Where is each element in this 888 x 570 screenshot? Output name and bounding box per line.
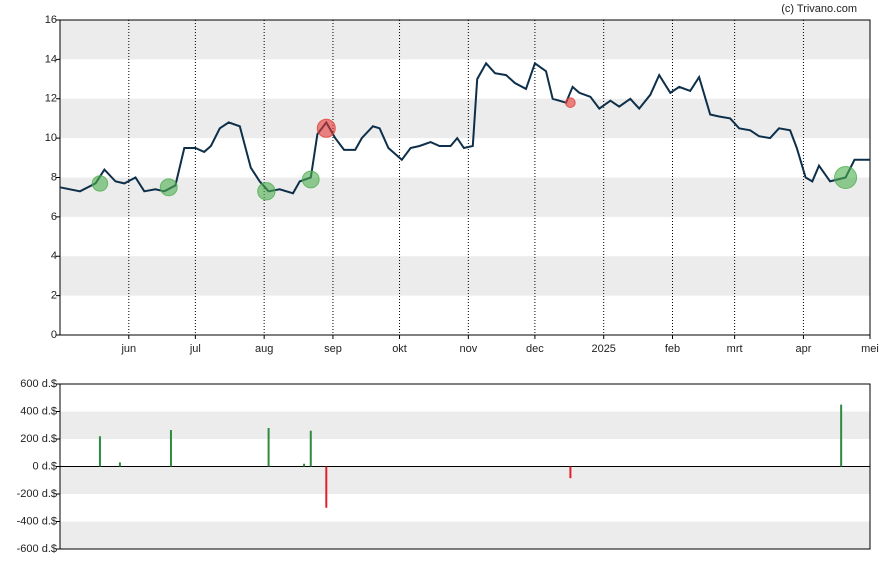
y-tick-label: 2 xyxy=(51,290,57,302)
x-tick-label: aug xyxy=(255,343,273,355)
bar xyxy=(169,430,172,467)
x-tick-label: nov xyxy=(459,343,477,355)
x-tick-label: mrt xyxy=(727,343,743,355)
grid-band xyxy=(60,521,870,549)
bar xyxy=(325,466,328,508)
bar xyxy=(309,430,312,467)
grid-band xyxy=(60,466,870,494)
y-tick-label: 4 xyxy=(51,250,57,262)
y-tick-label: -600 d.$ xyxy=(17,543,57,555)
x-tick-label: mei xyxy=(861,343,879,355)
x-tick-label: jun xyxy=(120,343,136,355)
y-tick-label: 400 d.$ xyxy=(20,405,57,417)
trade-marker xyxy=(565,97,576,108)
grid-band xyxy=(60,20,870,60)
y-tick-label: 10 xyxy=(45,132,57,144)
y-tick-label: 0 xyxy=(51,329,57,341)
x-tick-label: jul xyxy=(189,343,201,355)
y-tick-label: 12 xyxy=(45,93,57,105)
y-tick-label: -200 d.$ xyxy=(17,488,57,500)
bar xyxy=(303,463,306,467)
y-tick-label: -400 d.$ xyxy=(17,515,57,527)
bar xyxy=(98,436,101,467)
grid-band xyxy=(60,256,870,296)
x-tick-label: sep xyxy=(324,343,342,355)
bar xyxy=(118,462,121,467)
trade-marker xyxy=(257,182,276,201)
x-tick-label: 2025 xyxy=(591,343,615,355)
trade-marker xyxy=(301,170,320,189)
y-tick-label: 8 xyxy=(51,171,57,183)
x-tick-label: okt xyxy=(392,343,407,355)
y-tick-label: 14 xyxy=(45,53,57,65)
trade-marker xyxy=(834,165,858,190)
plot-frame xyxy=(59,19,871,336)
trade-marker xyxy=(316,118,336,138)
grid-band xyxy=(60,411,870,439)
bar xyxy=(569,466,572,479)
grid-band xyxy=(60,98,870,139)
trade-marker xyxy=(91,175,109,192)
x-tick-label: feb xyxy=(665,343,680,355)
bar xyxy=(267,428,270,467)
y-tick-label: 200 d.$ xyxy=(20,433,57,445)
x-tick-label: dec xyxy=(526,343,544,355)
y-tick-label: 600 d.$ xyxy=(20,378,57,390)
grid-band xyxy=(60,177,870,217)
price-line xyxy=(59,61,870,195)
x-tick-label: apr xyxy=(795,343,811,355)
y-tick-label: 16 xyxy=(45,14,57,26)
y-tick-label: 0 d.$ xyxy=(33,460,57,472)
y-tick-label: 6 xyxy=(51,211,57,223)
trade-marker xyxy=(159,178,178,197)
credit: (c) Trivano.com xyxy=(781,3,857,15)
bar xyxy=(840,404,843,467)
